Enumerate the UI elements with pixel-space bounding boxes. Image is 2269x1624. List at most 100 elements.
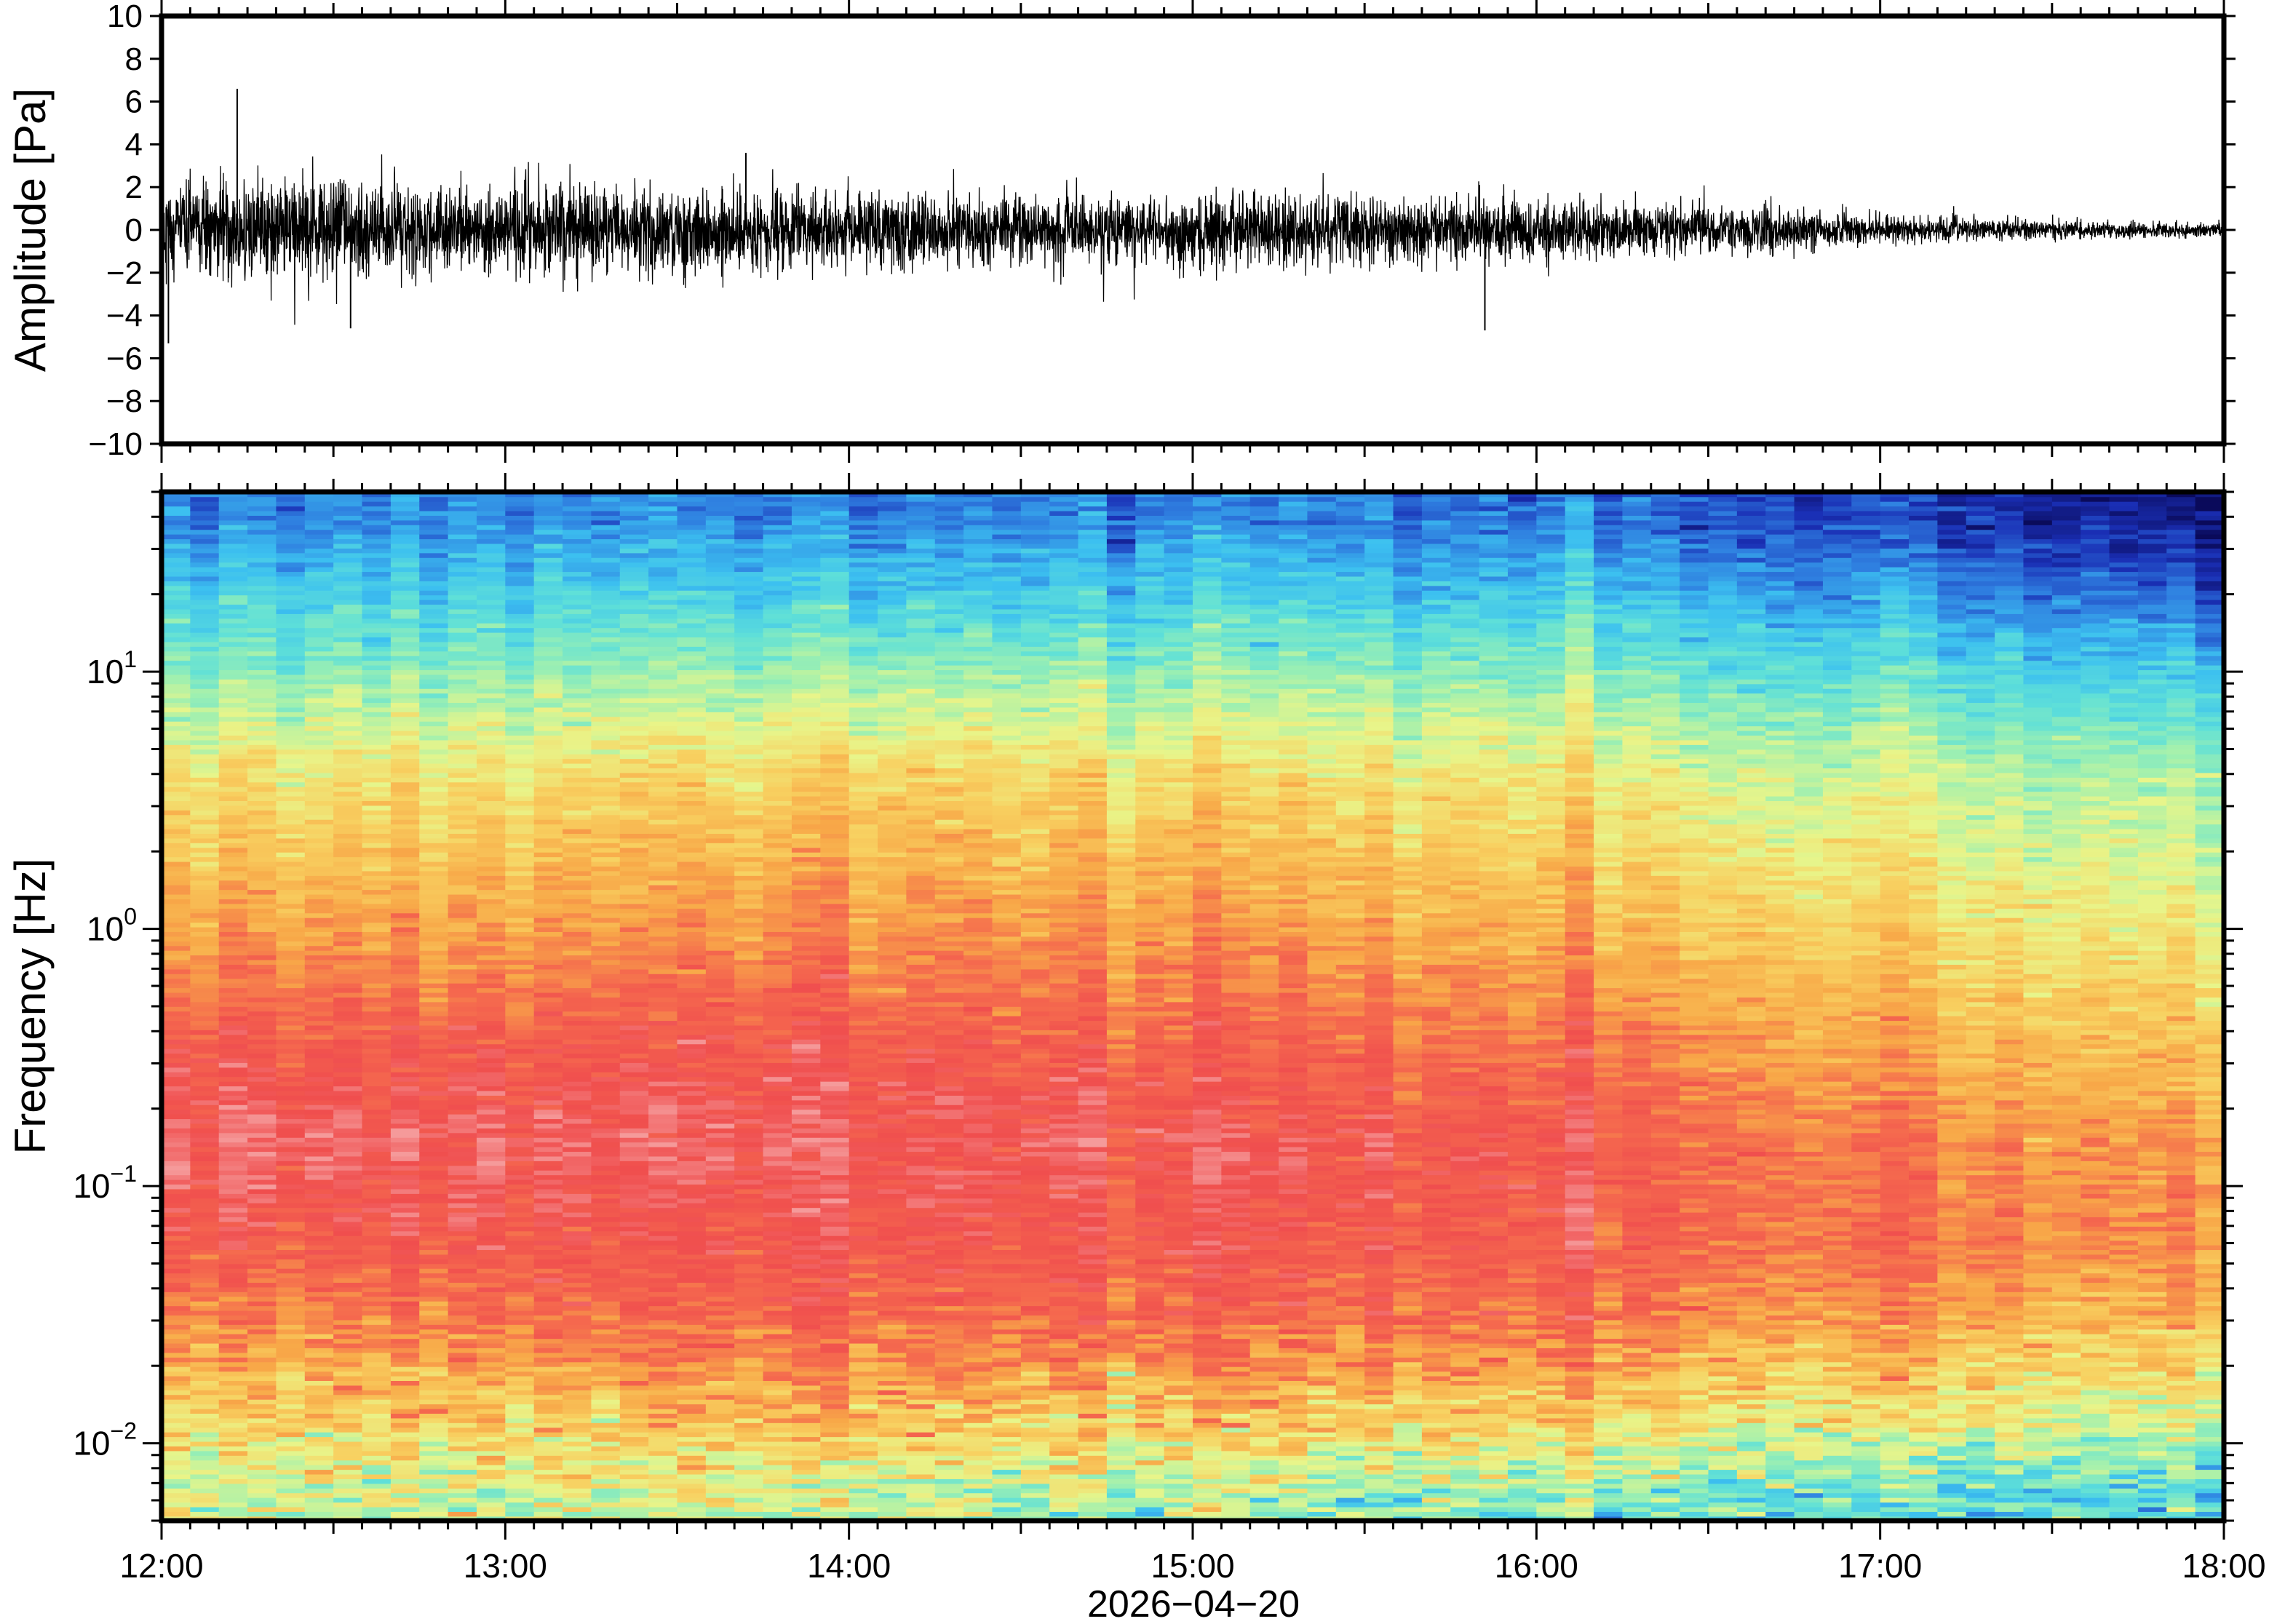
spectrogram-cell xyxy=(763,829,792,834)
spectrogram-cell xyxy=(591,623,620,628)
spectrogram-cell xyxy=(734,1343,763,1348)
spectrogram-cell xyxy=(162,1207,191,1212)
spectrogram-cell xyxy=(162,669,191,674)
spectrogram-cell xyxy=(276,627,305,632)
spectrogram-cell xyxy=(419,534,448,539)
spectrogram-cell xyxy=(591,642,620,647)
spectrogram-cell xyxy=(362,1222,392,1227)
spectrogram-cell xyxy=(419,702,448,707)
spectrogram-cell xyxy=(448,1296,477,1301)
spectrogram-cell xyxy=(620,1109,649,1114)
spectrogram-cell xyxy=(763,660,792,665)
spectrogram-cell xyxy=(477,787,506,792)
spectrogram-cell xyxy=(419,1133,448,1138)
spectrogram-cell xyxy=(162,843,191,848)
spectrogram-cell xyxy=(505,1334,534,1339)
spectrogram-cell xyxy=(734,1128,763,1133)
spectrogram-cell xyxy=(362,613,392,618)
spectrogram-cell xyxy=(276,866,305,871)
spectrogram-cell xyxy=(706,805,735,811)
spectrogram-cell xyxy=(333,637,362,642)
spectrogram-cell xyxy=(534,1072,563,1077)
spectrogram-cell xyxy=(448,674,477,680)
spectrogram-cell xyxy=(534,618,563,624)
spectrogram-cell xyxy=(648,1039,677,1044)
spectrogram-cell xyxy=(620,1104,649,1110)
spectrogram-cell xyxy=(419,1390,448,1395)
spectrogram-cell xyxy=(563,735,592,740)
spectrogram-cell xyxy=(591,1104,620,1110)
spectrogram-cell xyxy=(534,866,563,871)
spectrogram-cell xyxy=(391,1002,420,1007)
spectrogram-cell xyxy=(276,623,305,628)
spectrogram-cell xyxy=(276,594,305,600)
spectrogram-cell xyxy=(734,847,763,852)
spectrogram-cell xyxy=(276,768,305,773)
spectrogram-cell xyxy=(734,927,763,932)
spectrogram-cell xyxy=(190,1020,219,1025)
spectrogram-cell xyxy=(763,1404,792,1409)
spectrogram-cell xyxy=(190,950,219,955)
spectrogram-cell xyxy=(333,1189,362,1194)
spectrogram-cell xyxy=(190,1484,219,1489)
spectrogram-cell xyxy=(620,922,649,927)
spectrogram-cell xyxy=(276,646,305,651)
spectrogram-cell xyxy=(190,1091,219,1096)
spectrogram-cell xyxy=(677,899,707,904)
spectrogram-cell xyxy=(677,1320,707,1325)
spectrogram-cell xyxy=(419,731,448,736)
spectrogram-cell xyxy=(276,1334,305,1339)
spectrogram-cell xyxy=(305,534,334,539)
spectrogram-cell xyxy=(276,1422,305,1428)
spectrogram-cell xyxy=(734,604,763,609)
spectrogram-cell xyxy=(391,1067,420,1072)
spectrogram-cell xyxy=(333,800,362,805)
spectrogram-cell xyxy=(591,1343,620,1348)
spectrogram-cell xyxy=(677,1240,707,1245)
spectrogram-cell xyxy=(305,571,334,576)
spectrogram-cell xyxy=(677,1353,707,1358)
spectrogram-cell xyxy=(190,1492,219,1497)
spectrogram-cell xyxy=(448,1231,477,1236)
spectrogram-cell xyxy=(620,908,649,913)
spectrogram-cell xyxy=(448,1451,477,1456)
spectrogram-cell xyxy=(190,600,219,605)
spectrogram-cell xyxy=(505,787,534,792)
spectrogram-cell xyxy=(362,529,392,534)
spectrogram-cell xyxy=(419,1348,448,1353)
spectrogram-cell xyxy=(162,1166,191,1171)
spectrogram-cell xyxy=(505,936,534,942)
spectrogram-cell xyxy=(534,586,563,591)
spectrogram-cell xyxy=(190,586,219,591)
spectrogram-cell xyxy=(190,538,219,544)
spectrogram-cell xyxy=(219,969,248,974)
spectrogram-cell xyxy=(362,950,392,955)
spectrogram-cell xyxy=(333,712,362,717)
spectrogram-cell xyxy=(620,679,649,684)
spectrogram-cell xyxy=(591,525,620,530)
amplitude-tick-label: −10 xyxy=(88,426,143,462)
spectrogram-cell xyxy=(534,600,563,605)
spectrogram-cell xyxy=(648,665,677,670)
spectrogram-cell xyxy=(706,768,735,773)
spectrogram-cell xyxy=(763,1062,792,1067)
spectrogram-cell xyxy=(706,1030,735,1035)
spectrogram-cell xyxy=(534,1310,563,1315)
spectrogram-cell xyxy=(247,698,277,703)
spectrogram-cell xyxy=(190,717,219,722)
spectrogram-cell xyxy=(734,632,763,637)
spectrogram-cell xyxy=(505,763,534,768)
spectrogram-cell xyxy=(734,1394,763,1399)
spectrogram-cell xyxy=(247,787,277,792)
spectrogram-cell xyxy=(219,1222,248,1227)
spectrogram-cell xyxy=(305,800,334,805)
spectrogram-cell xyxy=(162,1320,191,1325)
spectrogram-cell xyxy=(505,1086,534,1091)
spectrogram-cell xyxy=(477,1488,506,1493)
spectrogram-cell xyxy=(620,871,649,876)
spectrogram-cell xyxy=(477,1385,506,1390)
spectrogram-cell xyxy=(563,688,592,693)
spectrogram-cell xyxy=(276,637,305,642)
spectrogram-cell xyxy=(648,725,677,731)
spectrogram-cell xyxy=(333,1254,362,1259)
